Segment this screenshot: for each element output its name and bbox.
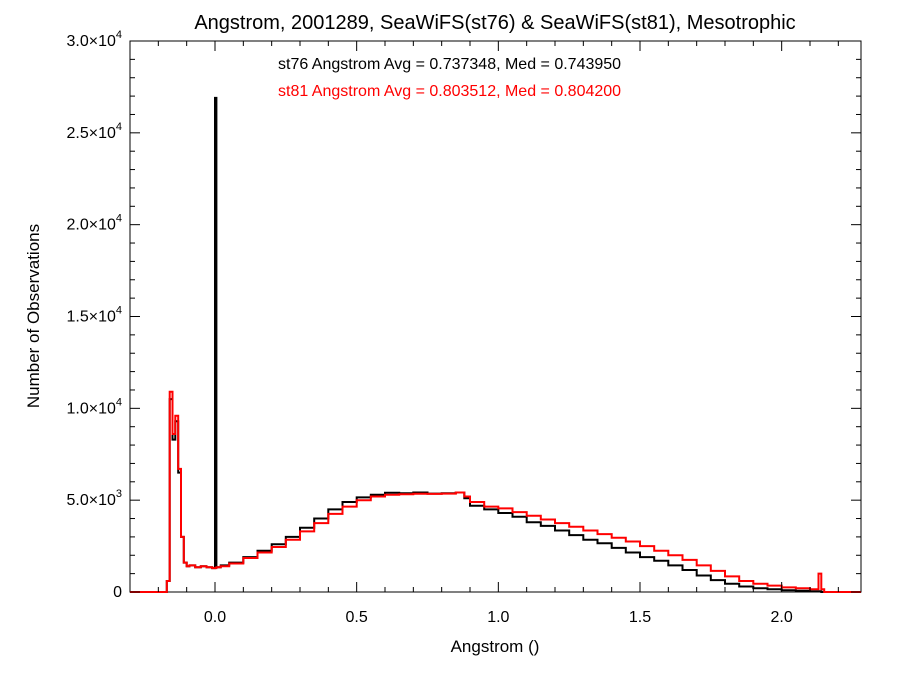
y-axis: 0 5.0×103 1.0×104 1.5×104 2.0×104 2.5×104 3.0×… xyxy=(66,29,861,601)
x-axis-label: Angstrom () xyxy=(451,637,540,656)
series-line-1 xyxy=(130,96,861,593)
y-axis-label: Number of Observations xyxy=(24,224,43,408)
x-tick-label: 0.5 xyxy=(346,609,368,626)
y-tick-label: 0 xyxy=(113,584,122,601)
x-tick-label: 2.0 xyxy=(771,609,793,626)
chart-title: Angstrom, 2001289, SeaWiFS(st76) & SeaWi… xyxy=(194,12,795,34)
x-tick-label: 0.0 xyxy=(204,609,226,626)
x-axis: 0.0 0.5 1.0 1.5 2.0 xyxy=(157,41,839,626)
y-tick-label: 5.0×103 xyxy=(66,488,122,509)
y-tick-label: 2.0×104 xyxy=(66,213,122,234)
series-layer xyxy=(130,96,861,593)
series-line-2 xyxy=(130,390,861,593)
y-tick-label: 1.5×104 xyxy=(66,305,122,326)
annotation-1: st76 Angstrom Avg = 0.737348, Med = 0.74… xyxy=(278,56,621,73)
y-tick-label: 2.5×104 xyxy=(66,121,122,142)
y-tick-label: 1.0×104 xyxy=(66,396,122,417)
annotation-2: st81 Angstrom Avg = 0.803512, Med = 0.80… xyxy=(278,83,621,100)
x-tick-label: 1.0 xyxy=(487,609,509,626)
y-tick-label: 3.0×104 xyxy=(66,29,122,50)
x-tick-label: 1.5 xyxy=(629,609,651,626)
annotations: st76 Angstrom Avg = 0.737348, Med = 0.74… xyxy=(278,56,621,100)
